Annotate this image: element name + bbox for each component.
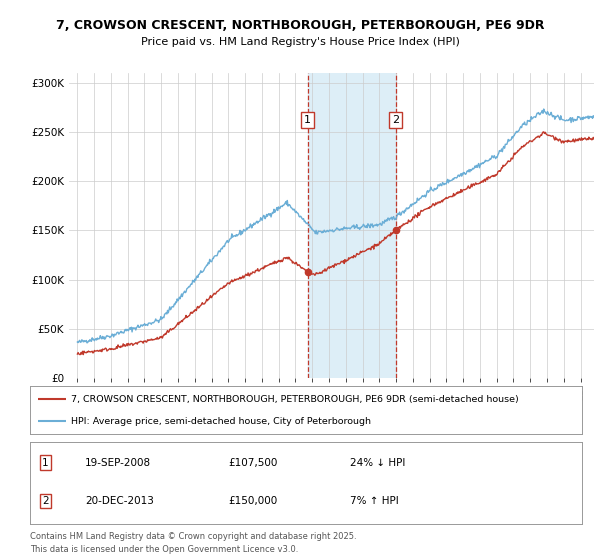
Text: 1: 1 [42, 458, 49, 468]
Text: This data is licensed under the Open Government Licence v3.0.: This data is licensed under the Open Gov… [30, 545, 298, 554]
Text: 7, CROWSON CRESCENT, NORTHBOROUGH, PETERBOROUGH, PE6 9DR (semi-detached house): 7, CROWSON CRESCENT, NORTHBOROUGH, PETER… [71, 395, 519, 404]
Text: 20-DEC-2013: 20-DEC-2013 [85, 496, 154, 506]
Text: Price paid vs. HM Land Registry's House Price Index (HPI): Price paid vs. HM Land Registry's House … [140, 37, 460, 47]
Bar [308, 73, 395, 378]
Text: 7% ↑ HPI: 7% ↑ HPI [350, 496, 399, 506]
Text: Contains HM Land Registry data © Crown copyright and database right 2025.: Contains HM Land Registry data © Crown c… [30, 532, 356, 541]
Text: HPI: Average price, semi-detached house, City of Peterborough: HPI: Average price, semi-detached house,… [71, 417, 371, 426]
Text: £107,500: £107,500 [229, 458, 278, 468]
Text: 1: 1 [304, 115, 311, 125]
Text: £150,000: £150,000 [229, 496, 278, 506]
Text: 2: 2 [392, 115, 399, 125]
Text: 7, CROWSON CRESCENT, NORTHBOROUGH, PETERBOROUGH, PE6 9DR: 7, CROWSON CRESCENT, NORTHBOROUGH, PETER… [56, 18, 544, 32]
Text: 19-SEP-2008: 19-SEP-2008 [85, 458, 151, 468]
Text: 2: 2 [42, 496, 49, 506]
Text: 24% ↓ HPI: 24% ↓ HPI [350, 458, 406, 468]
